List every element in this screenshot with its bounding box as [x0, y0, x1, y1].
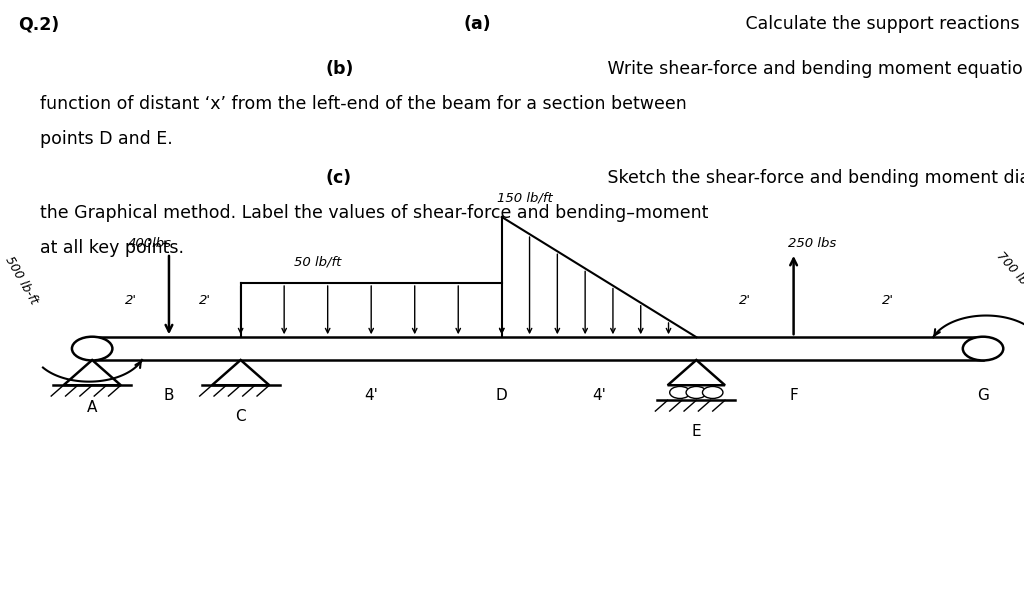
- Text: 400lbs: 400lbs: [128, 237, 172, 250]
- Text: Sketch the shear-force and bending moment diagrams for the beam using: Sketch the shear-force and bending momen…: [602, 169, 1024, 188]
- Text: 4': 4': [592, 388, 606, 403]
- Polygon shape: [668, 360, 725, 385]
- Text: points D and E.: points D and E.: [18, 130, 173, 148]
- Circle shape: [702, 386, 723, 398]
- Circle shape: [72, 337, 113, 361]
- Text: the Graphical method. Label the values of shear-force and bending–moment: the Graphical method. Label the values o…: [18, 204, 709, 222]
- Text: G: G: [977, 388, 989, 403]
- Polygon shape: [63, 360, 121, 385]
- Text: 700 lb-ft: 700 lb-ft: [993, 249, 1024, 297]
- Text: 4': 4': [365, 388, 378, 403]
- Text: 50 lb/ft: 50 lb/ft: [295, 255, 342, 268]
- Text: 500 lb-ft: 500 lb-ft: [2, 254, 40, 307]
- Text: at all key points.: at all key points.: [18, 239, 184, 257]
- Text: E: E: [691, 424, 701, 439]
- Text: function of distant ‘x’ from the left-end of the beam for a section between: function of distant ‘x’ from the left-en…: [18, 95, 687, 113]
- Bar: [92, 337, 983, 360]
- Text: Write shear-force and bending moment equations of the beam as a: Write shear-force and bending moment equ…: [602, 60, 1024, 78]
- Text: 150 lb/ft: 150 lb/ft: [497, 192, 552, 205]
- Text: 2': 2': [199, 294, 211, 307]
- Text: (c): (c): [326, 169, 352, 188]
- Text: F: F: [790, 388, 798, 403]
- Text: 2': 2': [125, 294, 136, 307]
- Circle shape: [670, 386, 690, 398]
- Circle shape: [963, 337, 1004, 361]
- Text: B: B: [164, 388, 174, 403]
- Text: 250 lbs: 250 lbs: [788, 237, 837, 250]
- Text: Calculate the support reactions of the loaded beam shown below.: Calculate the support reactions of the l…: [740, 15, 1024, 33]
- Text: 2': 2': [883, 294, 894, 307]
- Text: C: C: [236, 409, 246, 424]
- Text: D: D: [496, 388, 508, 403]
- Text: 2': 2': [739, 294, 751, 307]
- Polygon shape: [212, 360, 269, 385]
- Text: A: A: [87, 400, 97, 415]
- Text: Q.2): Q.2): [18, 15, 59, 33]
- Text: (b): (b): [326, 60, 354, 78]
- Text: (a): (a): [464, 15, 492, 33]
- Circle shape: [686, 386, 707, 398]
